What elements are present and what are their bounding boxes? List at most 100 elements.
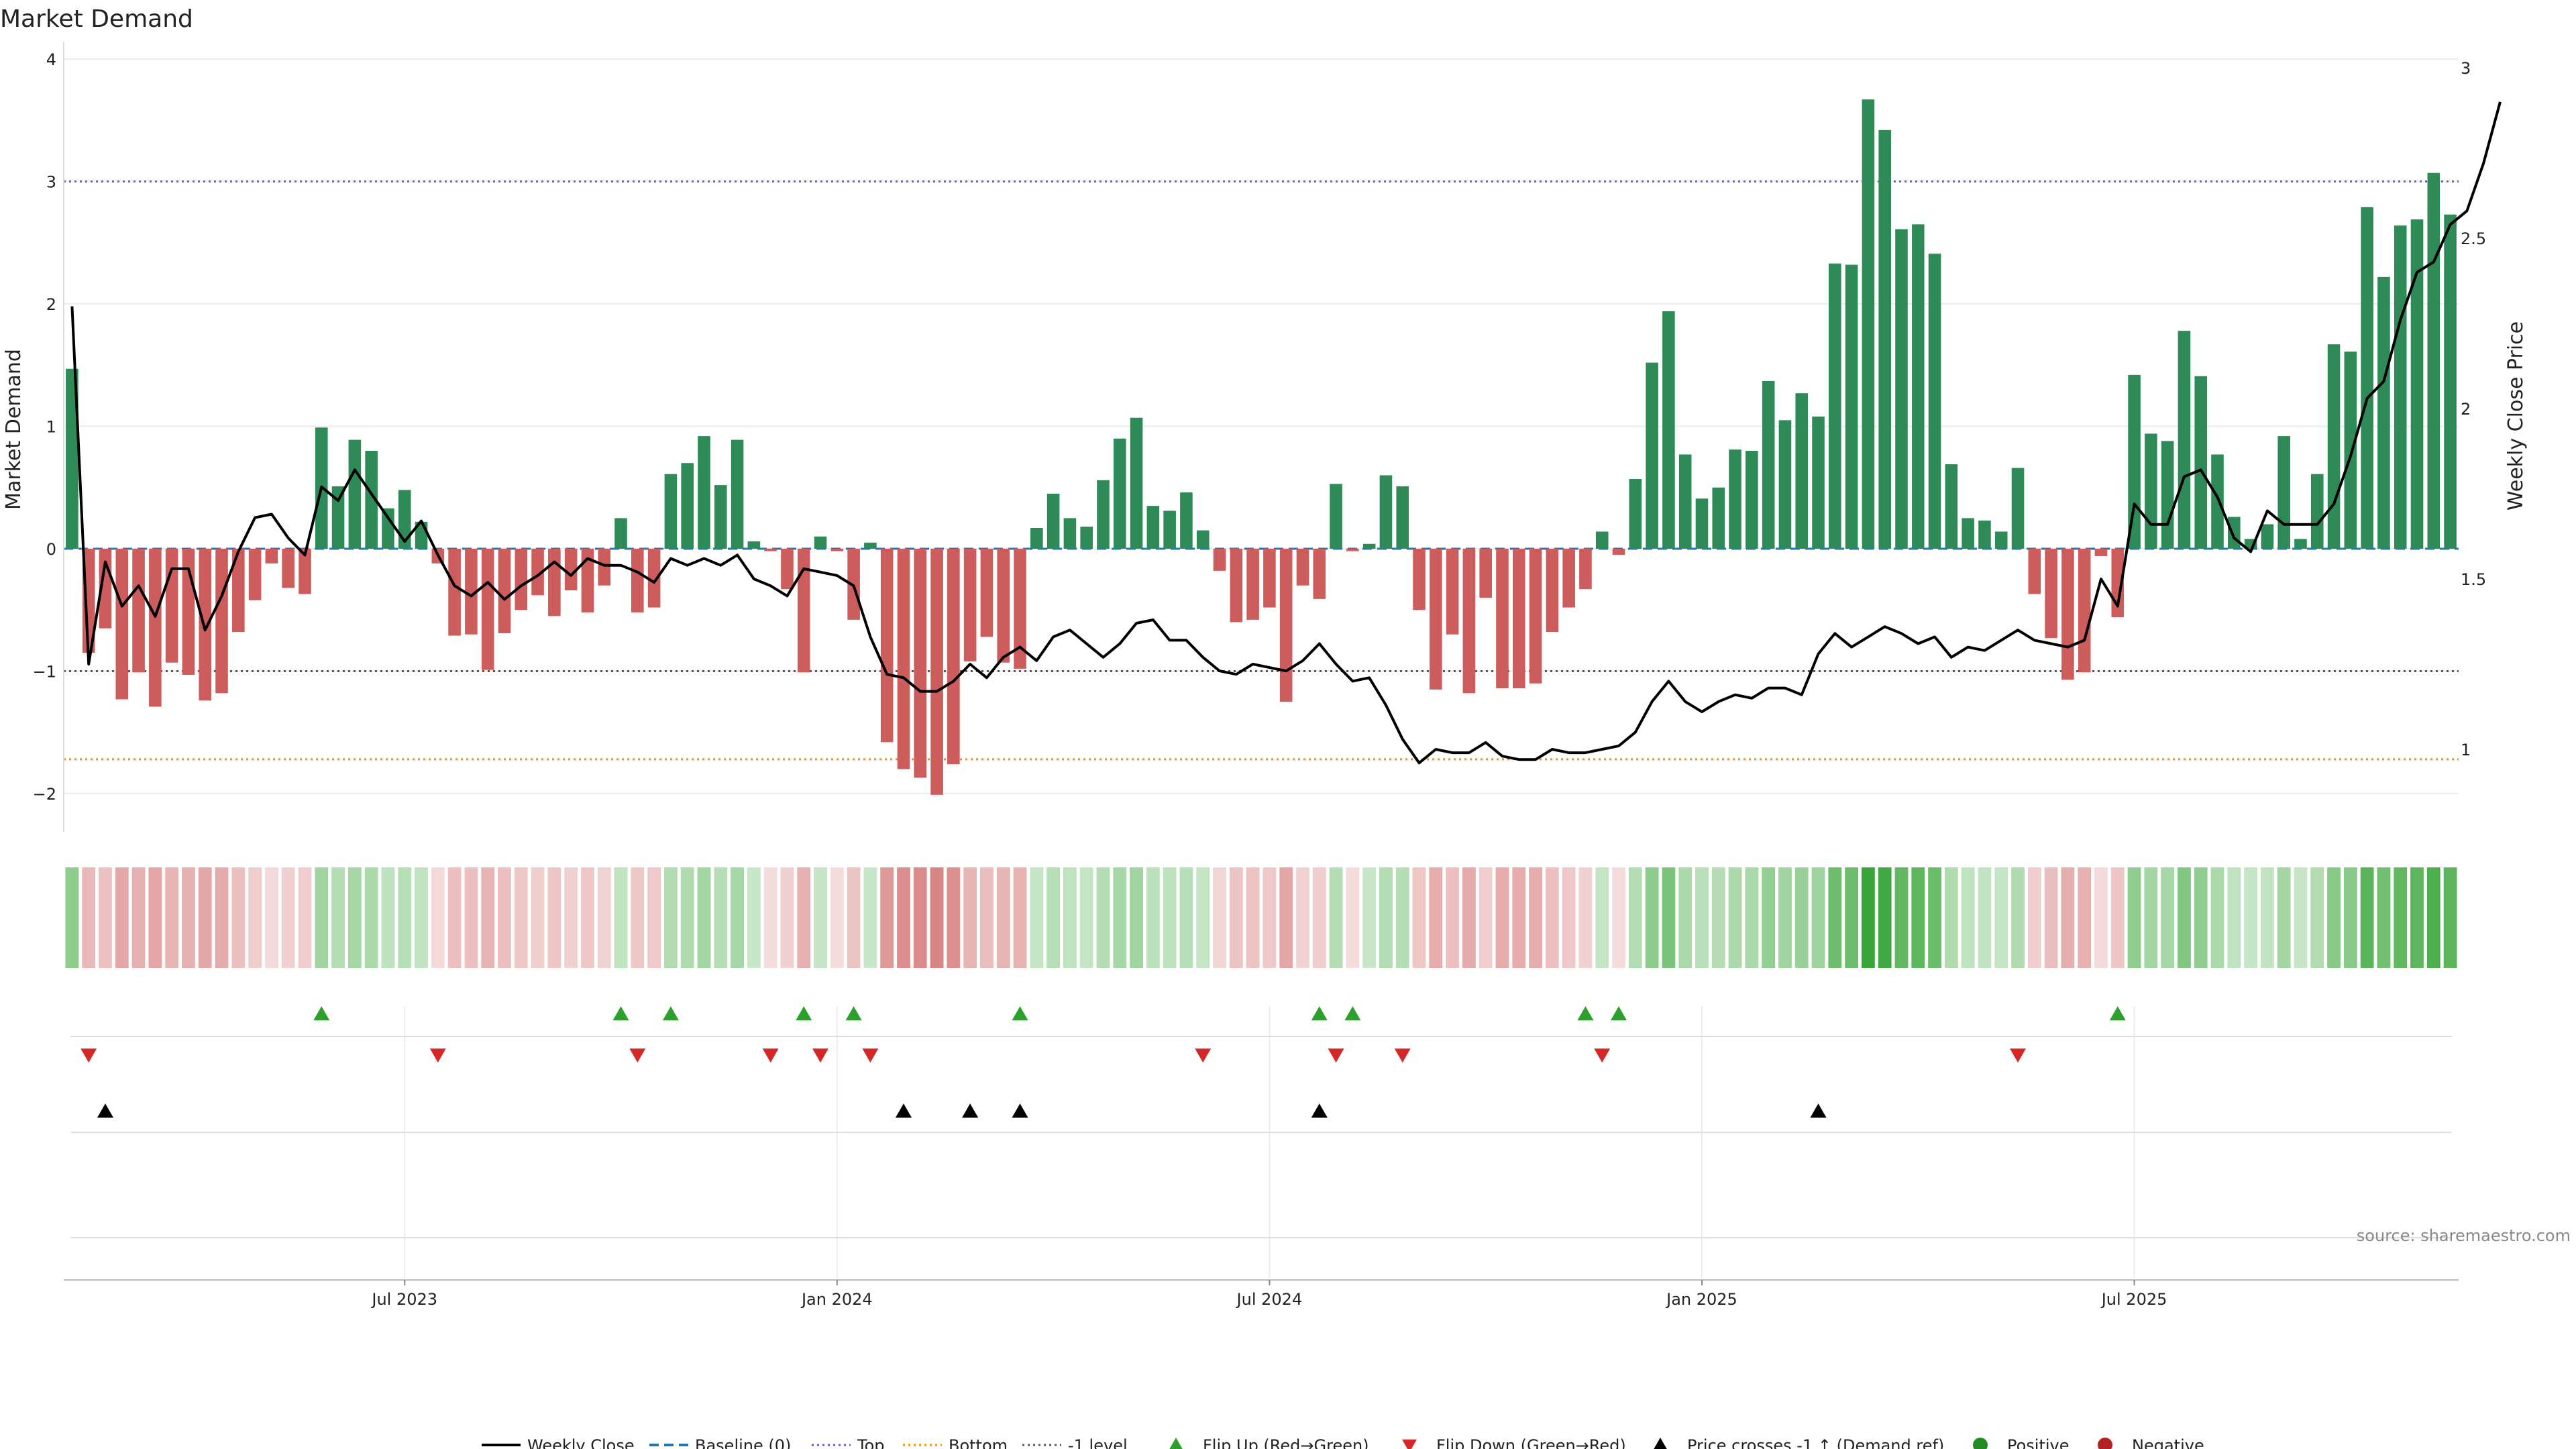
heat-strip-cell [1545, 867, 1559, 968]
flip-up-marker [1344, 1006, 1361, 1020]
heat-strip-cell [1263, 867, 1277, 968]
positive-bar [331, 486, 345, 549]
heat-strip-cell [1628, 867, 1642, 968]
legend-label: Negative [2132, 1436, 2204, 1449]
positive-bar [714, 485, 727, 549]
heat-strip-cell [930, 867, 944, 968]
heat-strip-cell [663, 867, 678, 968]
demand-heat-strip [65, 867, 2457, 968]
negative-bar [498, 549, 511, 633]
negative-bar [930, 549, 943, 795]
heat-strip-cell [763, 867, 777, 968]
y-tick-label: −1 [33, 663, 56, 682]
negative-bar [1230, 549, 1243, 623]
positive-bar [1163, 511, 1176, 549]
legend-label: Flip Up (Red→Green) [1203, 1436, 1369, 1449]
heat-strip-cell [447, 867, 462, 968]
positive-bar [1646, 362, 1658, 549]
heat-strip-cell [1878, 867, 1892, 968]
positive-bar [1396, 486, 1409, 549]
price-cross-marker [962, 1104, 979, 1118]
legend-item: Flip Up (Red→Green) [1169, 1436, 1369, 1449]
heat-strip-cell [115, 867, 129, 968]
positive-bar [1845, 264, 1858, 549]
heat-strip-cell [1096, 867, 1110, 968]
heat-strip-cell [1562, 867, 1576, 968]
heat-strip-cell [1994, 867, 2008, 968]
positive-bar [2310, 474, 2324, 549]
negative-bar [564, 549, 578, 591]
negative-bar [1263, 549, 1276, 608]
flip-down-marker [629, 1049, 646, 1063]
negative-bar [797, 549, 810, 673]
heat-strip-cell [2260, 867, 2274, 968]
positive-bar [1978, 521, 1991, 549]
negative-bar [1346, 549, 1359, 551]
heat-strip-cell [2443, 867, 2457, 968]
heat-strip-cell [1695, 867, 1709, 968]
y2-axis-label: Weekly Close Price [2504, 321, 2528, 511]
heat-strip-cell [1778, 867, 1792, 968]
negative-bar [1612, 549, 1625, 555]
heat-strip-cell [1196, 867, 1210, 968]
negative-bar [2094, 549, 2108, 556]
heat-strip-cell [2410, 867, 2424, 968]
negative-bar [515, 549, 528, 610]
positive-bar [2211, 454, 2224, 549]
heat-strip-cell [264, 867, 278, 968]
positive-bar [664, 474, 678, 549]
positive-bar [864, 542, 877, 549]
negative-bar [132, 549, 145, 673]
y-tick-label: 0 [46, 540, 56, 559]
negative-bar [282, 549, 294, 588]
heat-strip-cell [2343, 867, 2357, 968]
heat-strip-cell [1978, 867, 1992, 968]
positive-bar [1678, 454, 1692, 549]
negative-bar [1562, 549, 1575, 608]
flip-down-marker [2010, 1049, 2027, 1063]
negative-bar [581, 549, 594, 612]
heat-strip-cell [947, 867, 961, 968]
positive-bar [1130, 417, 1143, 549]
negative-bar [1462, 549, 1476, 694]
grid-lines [64, 58, 2459, 1278]
negative-bar [781, 549, 794, 590]
heat-strip-cell [1146, 867, 1160, 968]
legend-item: Negative [2098, 1436, 2204, 1449]
heat-strip-cell [1961, 867, 1975, 968]
heat-strip-cell [1362, 867, 1377, 968]
positive-bar [1862, 99, 1875, 549]
heat-strip-cell [148, 867, 162, 968]
y2-tick-label: 1.5 [2461, 570, 2486, 589]
flip-down-marker [1328, 1049, 1344, 1063]
heat-strip-cell [65, 867, 79, 968]
heat-strip-cell [1728, 867, 1742, 968]
flip-down-marker [429, 1049, 446, 1063]
x-tick-label: Jan 2025 [1665, 1290, 1737, 1309]
heat-strip-cell [1495, 867, 1509, 968]
negative-bar [1546, 549, 1559, 633]
flip-down-marker [762, 1049, 779, 1063]
chart-title: Market Demand [0, 5, 193, 33]
heat-strip-cell [1013, 867, 1027, 968]
legend-swatch-dot [1973, 1438, 1988, 1449]
legend-item: Positive [1973, 1436, 2070, 1449]
flip-up-marker [796, 1006, 812, 1020]
heat-strip-cell [963, 867, 977, 968]
positive-bar [2161, 441, 2174, 549]
price-cross-marker [895, 1104, 912, 1118]
legend-label: Baseline (0) [695, 1436, 791, 1449]
legend-swatch-up-triangle [1654, 1438, 1667, 1449]
heat-strip-cell [1578, 867, 1593, 968]
positive-bar [1113, 438, 1126, 549]
heat-strip-cell [880, 867, 894, 968]
negative-bar [1446, 549, 1459, 635]
heat-strip-cell [1346, 867, 1360, 968]
flip-down-marker [80, 1049, 97, 1063]
legend-item: Baseline (0) [649, 1436, 791, 1449]
y-tick-label: −2 [33, 785, 56, 804]
heat-strip-cell [680, 867, 694, 968]
heat-strip-cell [165, 867, 179, 968]
negative-bar [1479, 549, 1492, 598]
legend-label: Top [857, 1436, 885, 1449]
